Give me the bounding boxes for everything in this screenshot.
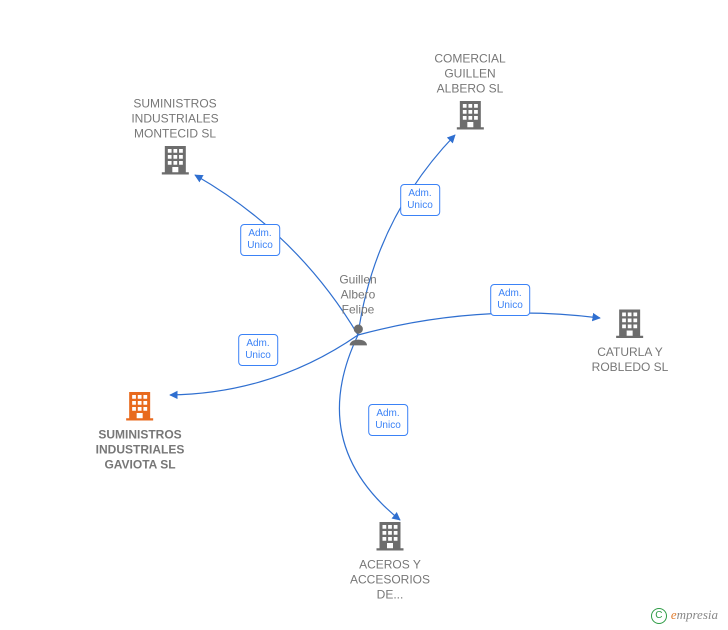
company-label: CATURLA Y ROBLEDO SL [592, 345, 669, 375]
edge-label: Adm. Unico [240, 224, 280, 256]
building-icon [122, 388, 158, 424]
person-icon [345, 322, 371, 348]
building-icon [157, 142, 193, 178]
company-label: SUMINISTROS INDUSTRIALES GAVIOTA SL [96, 428, 185, 473]
building-icon [452, 97, 488, 133]
edge [358, 313, 600, 335]
center-person-node[interactable]: Guillen Albero Felipe [339, 273, 376, 348]
center-label: Guillen Albero Felipe [339, 273, 376, 318]
watermark: Cempresia [651, 607, 718, 624]
diagram-canvas: Guillen Albero Felipe SUMINISTROS INDUST… [0, 0, 728, 630]
edge-label: Adm. Unico [238, 334, 278, 366]
edge-label: Adm. Unico [400, 184, 440, 216]
edge-label: Adm. Unico [490, 284, 530, 316]
company-node[interactable]: COMERCIAL GUILLEN ALBERO SL [434, 48, 505, 133]
building-icon [372, 518, 408, 554]
edge-label: Adm. Unico [368, 404, 408, 436]
brand-rest: mpresia [677, 607, 718, 622]
company-node[interactable]: ACEROS Y ACCESORIOS DE... [350, 518, 430, 603]
company-label: ACEROS Y ACCESORIOS DE... [350, 558, 430, 603]
company-node[interactable]: SUMINISTROS INDUSTRIALES MONTECID SL [131, 93, 218, 178]
building-icon [612, 305, 648, 341]
company-node[interactable]: SUMINISTROS INDUSTRIALES GAVIOTA SL [96, 388, 185, 473]
company-node[interactable]: CATURLA Y ROBLEDO SL [592, 305, 669, 375]
company-label: COMERCIAL GUILLEN ALBERO SL [434, 52, 505, 97]
copyright-icon: C [651, 608, 667, 624]
company-label: SUMINISTROS INDUSTRIALES MONTECID SL [131, 97, 218, 142]
